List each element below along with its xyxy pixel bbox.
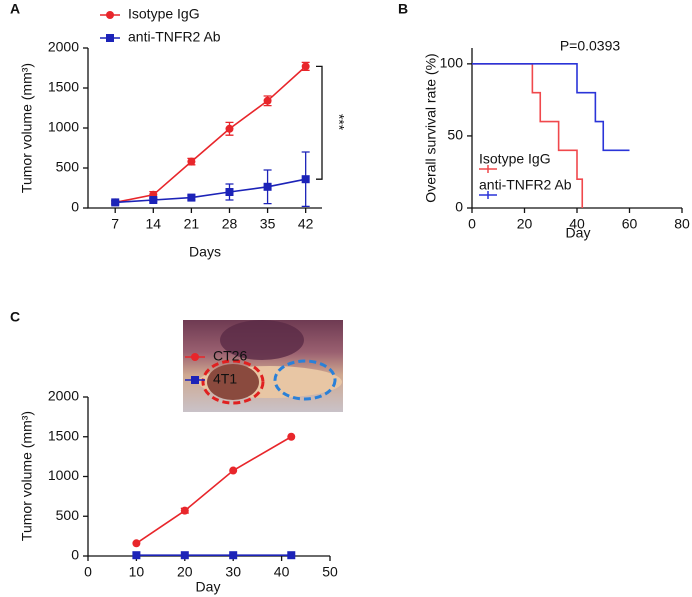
legend-label: 4T1 [213,371,237,387]
y-tick-label: 1000 [48,467,79,483]
series [111,151,310,208]
y-tick-label: 0 [455,199,463,215]
y-tick-label: 0 [71,547,79,563]
x-tick-label: 10 [129,564,145,580]
x-tick-label: 60 [622,216,638,232]
x-axis-label: Day [196,579,221,595]
x-tick-label: 30 [225,564,241,580]
legend-label: Isotype IgG [479,151,551,167]
line [115,65,307,204]
marker [263,182,272,191]
y-tick-label: 100 [440,55,464,71]
marker [111,198,120,207]
legend-label: Isotype IgG [128,6,200,22]
marker [225,124,234,133]
y-axis-label: Overall survival rate (%) [423,53,439,202]
marker [180,551,189,560]
x-tick-label: 20 [177,564,193,580]
legend-marker [191,353,199,361]
x-tick-label: 21 [184,216,200,232]
x-tick-label: 35 [260,216,276,232]
y-axis-label: Tumor volume (mm³) [19,411,35,541]
y-tick-label: 500 [56,159,80,175]
marker [187,193,196,202]
panel-label: B [398,1,408,17]
marker [263,96,272,105]
legend-label: anti-TNFR2 Ab [479,177,572,193]
x-tick-label: 7 [111,216,119,232]
x-tick-label: 80 [674,216,690,232]
legend-label: anti-TNFR2 Ab [128,29,221,45]
marker [187,157,196,166]
axes [87,48,322,209]
line [135,436,292,544]
y-tick-label: 1500 [48,79,79,95]
y-tick-label: 1000 [48,119,79,135]
y-tick-label: 50 [447,127,463,143]
x-axis-label: Day [566,225,591,241]
significance-bracket [316,65,323,180]
marker [301,175,310,184]
y-tick-label: 0 [71,199,79,215]
x-tick-label: 40 [274,564,290,580]
y-axis-label: Tumor volume (mm³) [19,63,35,193]
x-axis-label: Days [189,244,221,260]
x-tick-label: 20 [517,216,533,232]
legend-symbol [479,191,497,199]
panel-label: C [10,309,20,325]
marker [229,466,238,475]
marker [180,506,189,515]
x-tick-label: 0 [468,216,476,232]
p-value: P=0.0393 [560,38,621,54]
marker [149,196,158,204]
axes [87,397,330,557]
y-tick-label: 500 [56,507,80,523]
y-tick-label: 1500 [48,427,79,443]
legend-label: CT26 [213,348,247,364]
x-tick-label: 40 [569,216,585,232]
x-tick-label: 50 [322,564,338,580]
line [115,178,306,204]
survival-line [472,63,630,152]
marker [225,188,234,196]
series [132,432,296,548]
marker [132,539,141,548]
marker [287,551,296,560]
x-tick-label: 28 [222,216,238,232]
legend-marker [106,34,114,42]
y-tick-label: 2000 [48,39,79,55]
significance-label: *** [331,114,347,131]
marker [287,432,296,441]
marker [132,551,141,560]
x-tick-label: 42 [298,216,314,232]
survival-line [472,63,584,208]
x-tick-label: 0 [84,564,92,580]
photo [183,320,343,412]
marker [229,551,238,560]
x-tick-label: 14 [146,216,162,232]
legend-marker [191,376,199,384]
marker [301,62,310,71]
legend-marker [106,11,114,19]
panel-label: A [10,1,20,17]
y-tick-label: 2000 [48,388,79,404]
series [472,63,584,208]
legend-symbol [479,165,497,173]
series [472,63,630,152]
series [132,551,296,560]
